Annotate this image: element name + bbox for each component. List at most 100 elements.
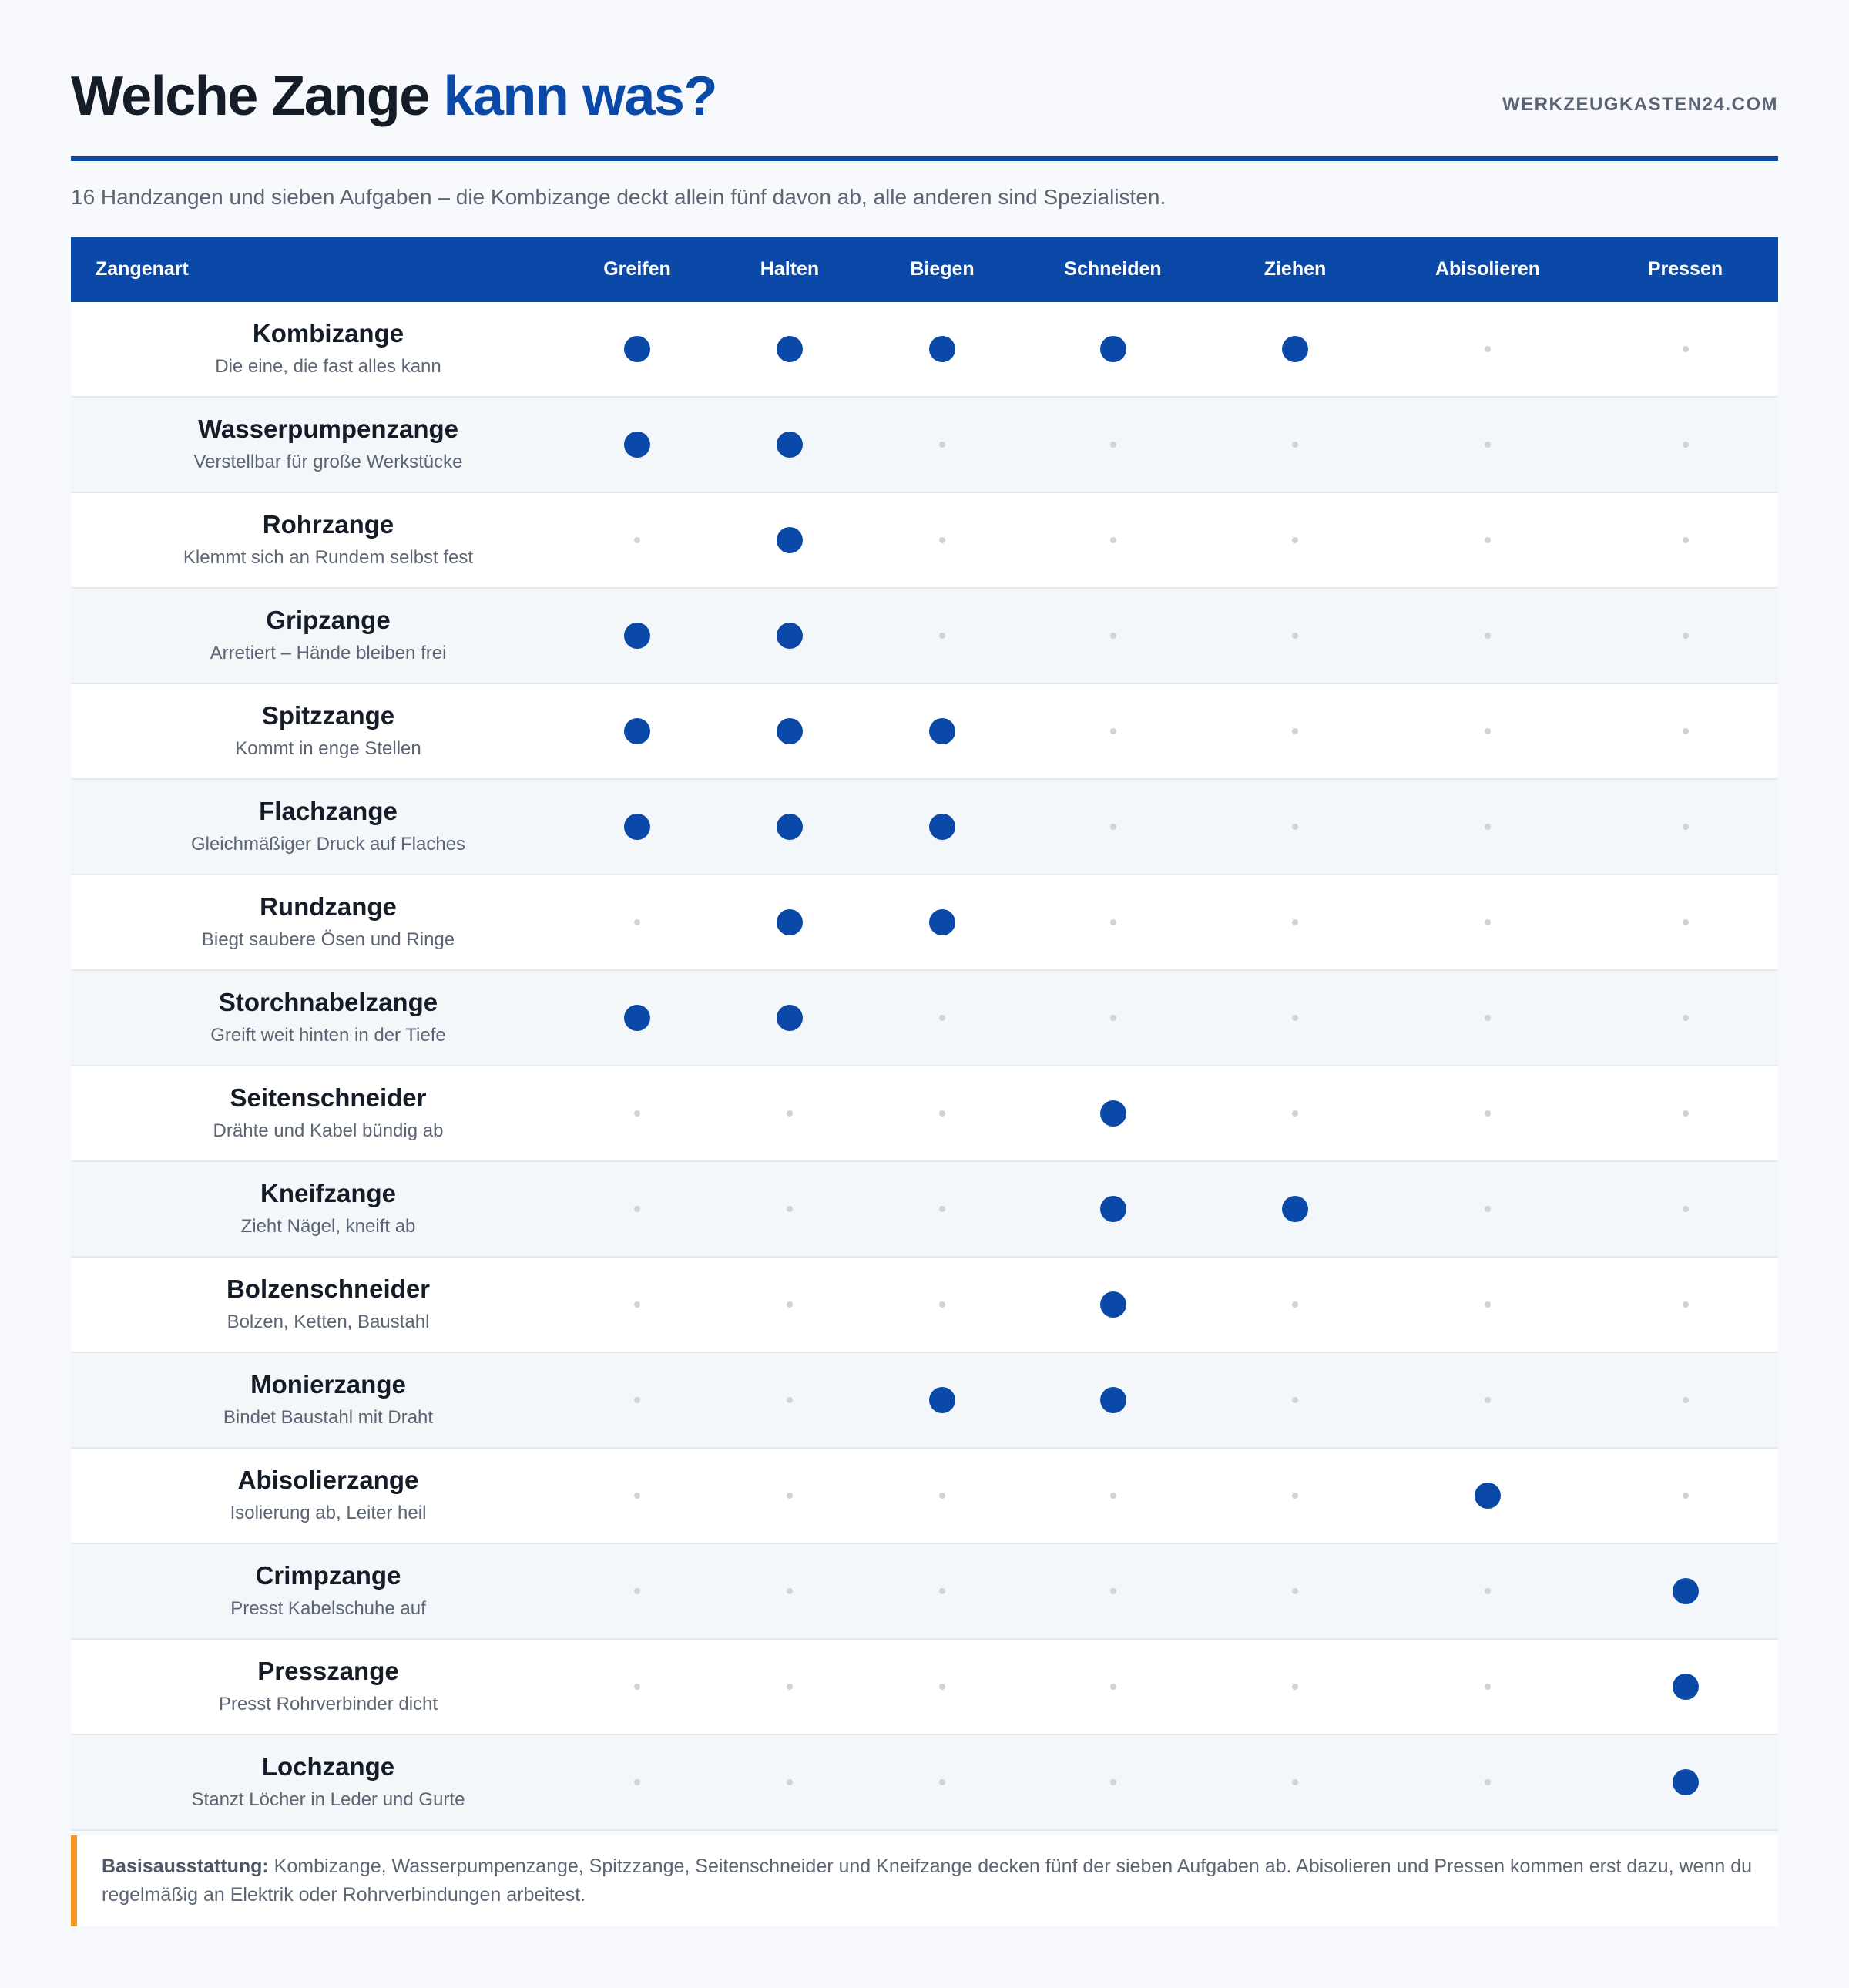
capability-cell bbox=[1383, 1639, 1592, 1735]
empty-dot-icon bbox=[1485, 632, 1491, 639]
table-row: Monierzange Bindet Baustahl mit Draht bbox=[71, 1352, 1778, 1449]
table-row: Rundzange Biegt saubere Ösen und Ringe bbox=[71, 875, 1778, 971]
capability-cell bbox=[1207, 683, 1383, 780]
capability-cell bbox=[1383, 683, 1592, 780]
empty-dot-icon bbox=[1682, 1492, 1689, 1499]
capability-cell bbox=[1592, 1639, 1778, 1735]
capability-cell bbox=[1592, 1543, 1778, 1640]
capability-cell bbox=[713, 397, 866, 493]
tool-cell: Monierzange Bindet Baustahl mit Draht bbox=[71, 1352, 561, 1449]
empty-dot-icon bbox=[1485, 345, 1491, 352]
capability-cell bbox=[713, 302, 866, 398]
capability-cell bbox=[1207, 1448, 1383, 1544]
capability-cell bbox=[1383, 1257, 1592, 1353]
capability-cell bbox=[1592, 1734, 1778, 1831]
capability-cell bbox=[866, 1543, 1018, 1640]
empty-dot-icon bbox=[1292, 536, 1298, 543]
tool-name: Spitzzange bbox=[261, 701, 395, 730]
capability-cell bbox=[561, 588, 713, 684]
capability-cell bbox=[1592, 1161, 1778, 1258]
capability-dot-icon bbox=[777, 527, 803, 553]
capability-cell bbox=[561, 302, 713, 398]
capability-cell bbox=[1207, 492, 1383, 589]
capability-dot-icon bbox=[1099, 1100, 1126, 1127]
table-row: Gripzange Arretiert – Hände bleiben frei bbox=[71, 588, 1778, 684]
capability-cell bbox=[561, 1352, 713, 1449]
capability-cell bbox=[1383, 1734, 1592, 1831]
capability-dot-icon bbox=[929, 814, 955, 840]
tool-description: Bindet Baustahl mit Draht bbox=[223, 1407, 434, 1428]
tool-description: Bolzen, Ketten, Baustahl bbox=[227, 1311, 430, 1332]
empty-dot-icon bbox=[787, 1683, 793, 1690]
capability-cell bbox=[713, 1734, 866, 1831]
empty-dot-icon bbox=[939, 1492, 945, 1499]
tool-name: Crimpzange bbox=[255, 1561, 401, 1590]
capability-cell bbox=[713, 1639, 866, 1735]
capability-dot-icon bbox=[777, 1005, 803, 1031]
table-row: Seitenschneider Drähte und Kabel bündig a… bbox=[71, 1066, 1778, 1162]
capability-cell bbox=[1018, 779, 1207, 875]
capability-dot-icon bbox=[1672, 1578, 1699, 1604]
capability-cell bbox=[1207, 1161, 1383, 1258]
capability-dot-icon bbox=[777, 909, 803, 935]
column-header: Greifen bbox=[561, 237, 713, 302]
brand-label: WERKZEUGKASTEN24.COM bbox=[1502, 94, 1778, 115]
capability-cell bbox=[561, 1543, 713, 1640]
capability-dot-icon bbox=[624, 1005, 650, 1031]
empty-dot-icon bbox=[1292, 441, 1298, 448]
capability-cell bbox=[1018, 1734, 1207, 1831]
tool-cell: Spitzzange Kommt in enge Stellen bbox=[71, 683, 561, 780]
capability-dot-icon bbox=[777, 432, 803, 458]
capability-cell bbox=[561, 1639, 713, 1735]
empty-dot-icon bbox=[939, 536, 945, 543]
empty-dot-icon bbox=[1109, 441, 1116, 448]
capability-cell bbox=[1207, 1734, 1383, 1831]
capability-cell bbox=[1383, 588, 1592, 684]
capability-dot-icon bbox=[777, 718, 803, 744]
capability-cell bbox=[1018, 1161, 1207, 1258]
title-accent: kann was? bbox=[443, 65, 717, 127]
empty-dot-icon bbox=[787, 1587, 793, 1594]
capability-cell bbox=[866, 1066, 1018, 1162]
empty-dot-icon bbox=[1682, 918, 1689, 925]
tool-cell: Rundzange Biegt saubere Ösen und Ringe bbox=[71, 875, 561, 971]
header: Welche Zange kann was? WERKZEUGKASTEN24.… bbox=[71, 60, 1778, 160]
column-header: Ziehen bbox=[1207, 237, 1383, 302]
capability-cell bbox=[561, 1448, 713, 1544]
empty-dot-icon bbox=[939, 1683, 945, 1690]
capability-cell bbox=[1207, 588, 1383, 684]
capability-cell bbox=[1383, 1161, 1592, 1258]
capability-table: Zangenart Greifen Halten Biegen Schneide… bbox=[71, 237, 1778, 1831]
capability-cell bbox=[1207, 302, 1383, 398]
empty-dot-icon bbox=[1485, 1587, 1491, 1594]
tool-name: Rohrzange bbox=[262, 510, 394, 539]
column-header: Halten bbox=[713, 237, 866, 302]
empty-dot-icon bbox=[634, 1587, 640, 1594]
capability-cell bbox=[1207, 397, 1383, 493]
table-row: Kneifzange Zieht Nägel, kneift ab bbox=[71, 1161, 1778, 1258]
empty-dot-icon bbox=[1485, 1014, 1491, 1021]
tool-cell: Abisolierzange Isolierung ab, Leiter heil bbox=[71, 1448, 561, 1544]
capability-cell bbox=[1018, 1352, 1207, 1449]
capability-cell bbox=[866, 1734, 1018, 1831]
tool-cell: Presszange Presst Rohrverbinder dicht bbox=[71, 1639, 561, 1735]
capability-dot-icon bbox=[1672, 1769, 1699, 1795]
capability-cell bbox=[713, 492, 866, 589]
empty-dot-icon bbox=[787, 1492, 793, 1499]
capability-cell bbox=[1018, 302, 1207, 398]
capability-cell bbox=[866, 875, 1018, 971]
capability-cell bbox=[1592, 779, 1778, 875]
tool-name: Lochzange bbox=[261, 1752, 395, 1781]
capability-cell bbox=[713, 1066, 866, 1162]
capability-cell bbox=[866, 1639, 1018, 1735]
capability-cell bbox=[1592, 302, 1778, 398]
capability-cell bbox=[1383, 302, 1592, 398]
capability-dot-icon bbox=[1282, 336, 1308, 362]
empty-dot-icon bbox=[1682, 632, 1689, 639]
tool-cell: Storchnabelzange Greift weit hinten in de… bbox=[71, 970, 561, 1066]
tool-name: Rundzange bbox=[260, 892, 397, 921]
empty-dot-icon bbox=[1292, 823, 1298, 830]
column-header: Abisolieren bbox=[1383, 237, 1592, 302]
empty-dot-icon bbox=[939, 632, 945, 639]
